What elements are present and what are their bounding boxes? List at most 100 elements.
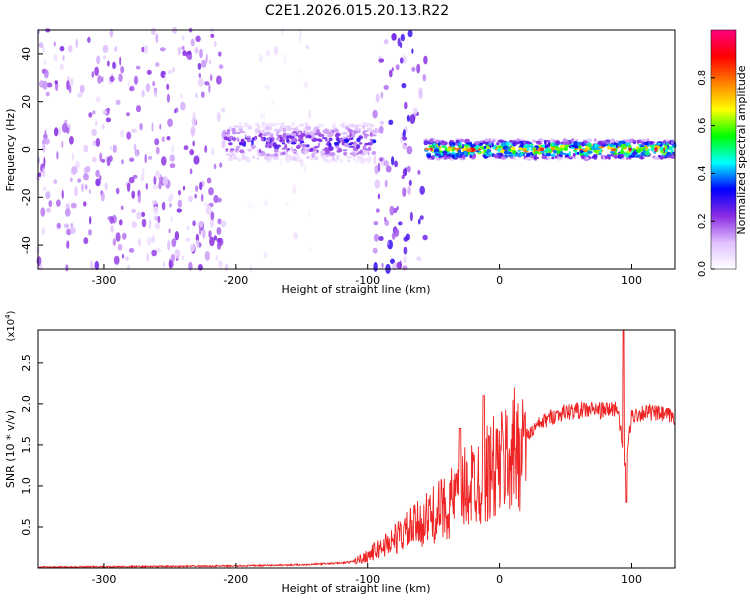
spectrogram-cell: [59, 45, 65, 52]
spectrogram-cell: [128, 248, 135, 253]
spectrogram-cell: [385, 165, 392, 173]
spectrogram-cell: [412, 107, 418, 115]
spectrogram-cell: [493, 154, 499, 159]
colorbar-ticks: 0.0 0.2 0.4 0.6 0.8: [697, 70, 715, 277]
spectrogram-cell: [560, 156, 564, 160]
spectrogram-cell: [126, 264, 131, 271]
spectrogram-cell: [378, 236, 384, 241]
spectrogram-cell: [67, 45, 73, 53]
spectrogram-cell: [92, 156, 97, 163]
spectrogram-cell: [322, 129, 328, 134]
spectrogram-cell: [251, 140, 254, 146]
spectrogram-cell: [186, 225, 190, 231]
spectrogram-cell: [441, 145, 448, 149]
spectrogram-cell: [354, 127, 359, 132]
colorbar-tick-label: 0.2: [697, 213, 708, 229]
spectrogram-cell: [483, 149, 487, 153]
spectrogram-cell: [310, 134, 315, 139]
spectrogram-cell: [204, 145, 208, 153]
spectrogram-cell: [346, 159, 351, 163]
spectrogram-cell: [154, 222, 161, 230]
spectrogram-cell: [512, 149, 517, 155]
spectrogram-cell: [254, 127, 259, 133]
spectrogram-cell: [346, 155, 353, 159]
snr-y-tick-label: 1.5: [20, 436, 33, 454]
figure-title: C2E1.2026.015.20.13.R22: [265, 3, 449, 19]
spectrogram-cell: [66, 240, 70, 249]
spectrogram-cell: [331, 124, 336, 129]
spectrogram-cell: [61, 140, 64, 148]
spectrogram-cell: [593, 138, 597, 143]
spectrogram-cell: [505, 141, 510, 147]
spectrogram-cell: [237, 131, 241, 135]
spectrogram-cell: [83, 237, 89, 245]
snr-plot-background: [38, 330, 675, 568]
spectrogram-cell: [208, 83, 211, 94]
spectrogram-cell: [63, 223, 70, 229]
spectrogram-cell: [303, 163, 307, 174]
spectrogram-cell: [217, 242, 221, 250]
spectrogram-cell: [437, 141, 441, 147]
spectrogram-cell: [556, 140, 561, 145]
spectrogram-cell: [326, 131, 332, 134]
spectrogram-cell: [225, 153, 230, 156]
spectrogram-cell: [527, 141, 530, 145]
spectrogram-cell: [167, 241, 171, 251]
spectrogram-cell: [260, 136, 265, 139]
spectrogram-cell: [241, 155, 245, 161]
spectrogram-cell: [559, 151, 564, 155]
spectrogram-cell: [509, 140, 513, 143]
spectrogram-cell: [44, 69, 49, 79]
spectrogram-cell: [109, 146, 113, 151]
spectrogram-cell: [395, 64, 400, 71]
spectrogram-cell: [340, 160, 343, 163]
spectrogram-cell: [406, 145, 413, 155]
spectrogram-cell: [71, 152, 74, 161]
spectrogram-cell: [612, 143, 618, 146]
spectrogram-cell: [341, 140, 345, 146]
spectrogram-cell: [46, 207, 51, 213]
spectrogram-cell: [541, 155, 547, 160]
spectrogram-cell: [53, 41, 56, 47]
spectrogram-cell: [367, 141, 374, 146]
spectrogram-cell: [99, 152, 103, 162]
spectrogram-cell: [292, 127, 297, 130]
spectrogram-cell: [313, 145, 319, 149]
spectrogram-cell: [305, 135, 312, 138]
spectrogram-cell: [572, 152, 576, 157]
spectrogram-cell: [373, 233, 380, 242]
spectrogram-cell: [341, 131, 348, 135]
spectrogram-cell: [303, 81, 309, 89]
spectrogram-cell: [387, 241, 390, 246]
spectrogram-cell: [642, 138, 647, 142]
spectrogram-cell: [576, 151, 580, 155]
spectrogram-cell: [644, 151, 651, 156]
spectrogram-cell: [391, 156, 395, 166]
spectrogram-cell: [224, 263, 229, 272]
spectrogram-cell: [276, 132, 279, 137]
spectrogram-cell: [349, 133, 352, 137]
spectrogram-cell: [587, 143, 592, 148]
spectrogram-cell: [666, 151, 672, 157]
spectrogram-cell: [389, 205, 395, 216]
spectrogram-cell: [670, 155, 675, 160]
spectrogram-cell: [556, 150, 560, 155]
spectrogram-cell: [531, 139, 536, 143]
spectrogram-cell: [141, 211, 146, 217]
spectrogram-cell: [429, 145, 432, 148]
spectrogram-cell: [129, 86, 133, 91]
spectrogram-cell: [659, 155, 664, 160]
spectrogram-cell: [148, 219, 152, 230]
spectrogram-cell: [280, 152, 284, 156]
spectrogram-cell: [391, 67, 394, 72]
spectrogram-cell: [301, 143, 307, 148]
spectrogram-cell: [259, 153, 266, 157]
spectrogram-cell: [168, 228, 171, 234]
spectrogram-cell: [407, 29, 413, 38]
spectrogram-cell: [117, 243, 123, 251]
spectrogram-cell: [154, 215, 159, 221]
spectrogram-cell: [402, 129, 406, 138]
spectrogram-cell: [109, 28, 114, 38]
spectrogram-cell: [363, 130, 368, 133]
spectrogram-cell: [404, 167, 408, 176]
